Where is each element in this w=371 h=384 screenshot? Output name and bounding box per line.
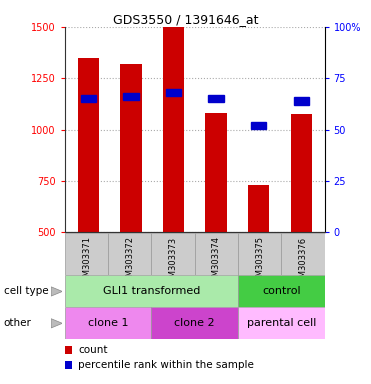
Text: percentile rank within the sample: percentile rank within the sample [78,360,254,370]
Bar [166,89,181,96]
Bar [290,114,312,232]
Text: GSM303375: GSM303375 [255,237,264,287]
Bar [65,275,238,307]
Bar [65,307,151,339]
Bar [248,185,269,232]
Text: clone 1: clone 1 [88,318,128,328]
Bar [195,233,238,275]
Bar [281,233,325,275]
Text: GSM303371: GSM303371 [82,237,91,287]
Bar [108,233,151,275]
Text: GSM303372: GSM303372 [125,237,134,287]
Bar [163,27,184,232]
Text: GSM303373: GSM303373 [169,237,178,288]
Bar [123,93,139,101]
Bar [65,346,72,354]
Text: parental cell: parental cell [247,318,316,328]
Bar [78,58,99,232]
Text: control: control [262,286,301,296]
Bar [251,122,266,129]
Bar [238,275,325,307]
Bar [120,64,142,232]
Bar [238,307,325,339]
Bar [81,95,96,103]
Text: GSM303376: GSM303376 [299,237,308,288]
Polygon shape [51,287,62,296]
Bar [65,233,108,275]
Text: clone 2: clone 2 [174,318,215,328]
Text: GSM303374: GSM303374 [212,237,221,287]
Bar [209,95,224,103]
Text: cell type: cell type [4,286,48,296]
Bar [238,233,281,275]
Bar [65,361,72,369]
Text: GLI1 transformed: GLI1 transformed [103,286,200,296]
Bar [206,113,227,232]
Bar [151,307,238,339]
Text: GDS3550 / 1391646_at: GDS3550 / 1391646_at [113,13,258,26]
Polygon shape [51,319,62,328]
Text: other: other [4,318,32,328]
Bar [293,97,309,104]
Text: count: count [78,345,108,355]
Bar [151,233,195,275]
